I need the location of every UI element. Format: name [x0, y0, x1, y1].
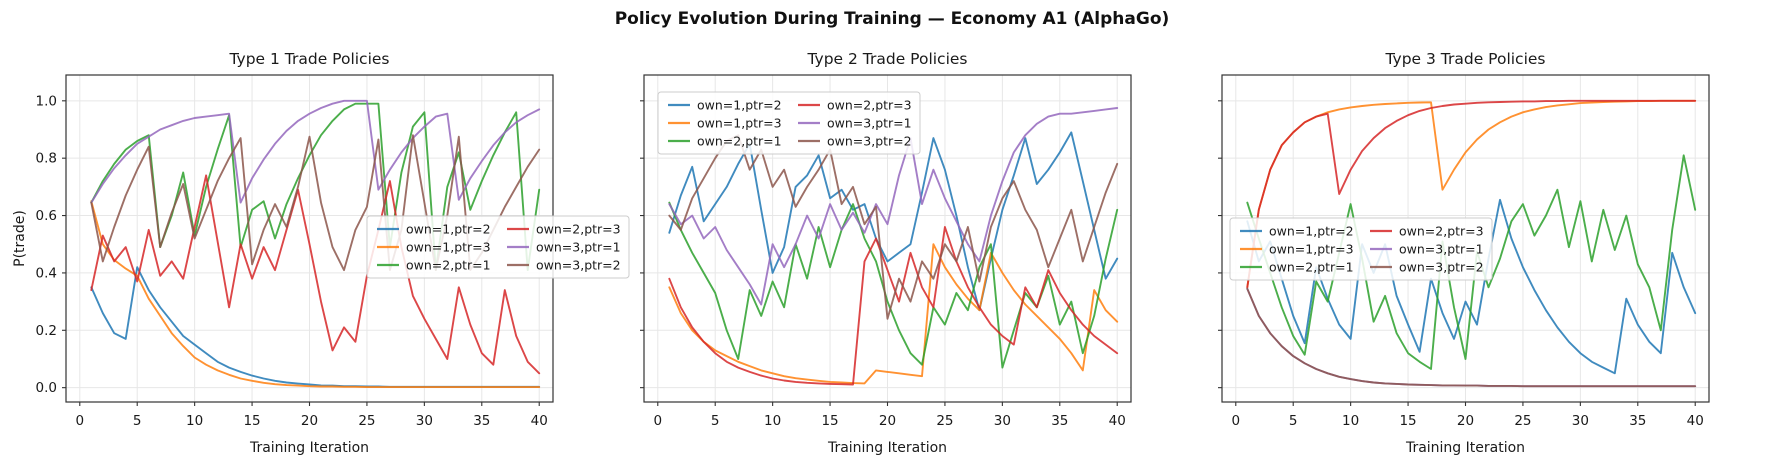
legend-label: own=3,ptr=2	[536, 258, 621, 273]
subplot-title: Type 2 Trade Policies	[806, 50, 967, 68]
legend-box	[1229, 217, 1493, 281]
x-tick-label: 35	[1629, 413, 1646, 429]
subplot-title: Type 1 Trade Policies	[228, 50, 389, 68]
x-tick-label: 25	[1514, 413, 1531, 429]
y-axis-label: P(trade)	[12, 210, 28, 267]
legend-label: own=2,ptr=3	[536, 222, 621, 237]
y-tick-label: 1.0	[36, 93, 57, 109]
legend-label: own=1,ptr=3	[697, 116, 782, 131]
legend: own=1,ptr=2 own=1,ptr=3 own=2,ptr=1 own=2,p…	[366, 215, 630, 279]
legend-label: own=3,ptr=2	[1399, 260, 1484, 275]
legend-box	[657, 91, 921, 155]
x-tick-label: 30	[1572, 413, 1589, 429]
x-tick-label: 0	[75, 413, 84, 429]
x-tick-label: 35	[1051, 413, 1068, 429]
legend-label: own=2,ptr=3	[1399, 224, 1484, 239]
x-tick-label: 0	[1231, 413, 1240, 429]
legend-label: own=2,ptr=1	[1269, 260, 1354, 275]
x-tick-label: 0	[653, 413, 662, 429]
x-tick-label: 40	[531, 413, 548, 429]
x-tick-label: 30	[994, 413, 1011, 429]
subplot-2: 0 5 10 15 20 25 30 35 40 Type 2 Trade Policies Tra…	[640, 50, 1132, 456]
series-line-own-3-ptr-2	[90, 134, 541, 272]
x-tick-label: 15	[243, 413, 260, 429]
x-axis-label: Training Iteration	[1405, 440, 1525, 456]
x-tick-label: 10	[186, 413, 203, 429]
x-tick-label: 5	[1289, 413, 1298, 429]
legend-label: own=1,ptr=3	[406, 240, 491, 255]
legend-label: own=1,ptr=2	[1269, 224, 1354, 239]
legend-label: own=1,ptr=2	[697, 98, 782, 113]
x-tick-label: 20	[301, 413, 318, 429]
series-line-own-3-ptr-2	[1246, 287, 1697, 388]
series-line-own-3-ptr-1	[90, 99, 541, 204]
subplot-3: 0 5 10 15 20 25 30 35 40 Type 3 Trade Policies Tra…	[1218, 50, 1710, 456]
legend-box	[366, 215, 630, 279]
legend: own=1,ptr=2 own=1,ptr=3 own=2,ptr=1 own=2,p…	[1229, 217, 1493, 281]
series-line-own-2-ptr-3	[1246, 99, 1697, 289]
y-tick-label: 0.2	[36, 323, 57, 339]
x-tick-label: 10	[1342, 413, 1359, 429]
legend-label: own=3,ptr=1	[827, 116, 912, 131]
x-tick-label: 40	[1109, 413, 1126, 429]
legend-label: own=1,ptr=3	[1269, 242, 1354, 257]
x-tick-label: 5	[711, 413, 720, 429]
subplot-1: 0 5 10 15 20 25 30 35 40 0.0 0.2 0.4 0.6 0.8 1.0 Type 1…	[12, 50, 630, 456]
x-tick-label: 20	[879, 413, 896, 429]
series-line-own-3-ptr-2	[668, 134, 1119, 320]
series-line-own-2-ptr-1	[1246, 154, 1697, 370]
x-tick-label: 15	[1399, 413, 1416, 429]
series-line-own-3-ptr-1	[668, 107, 1119, 306]
x-tick-label: 15	[821, 413, 838, 429]
legend-label: own=1,ptr=2	[406, 222, 491, 237]
series-line-own-1-ptr-3	[90, 200, 541, 389]
y-tick-label: 0.8	[36, 151, 57, 167]
legend-label: own=2,ptr=3	[827, 98, 912, 113]
x-tick-label: 25	[936, 413, 953, 429]
y-tick-label: 0.0	[36, 380, 57, 396]
legend-label: own=3,ptr=1	[536, 240, 621, 255]
y-tick-label: 0.4	[36, 265, 57, 281]
legend: own=1,ptr=2 own=1,ptr=3 own=2,ptr=1 own=2,p…	[657, 91, 921, 155]
x-axis-label: Training Iteration	[827, 440, 947, 456]
series-line-own-1-ptr-3	[668, 243, 1119, 385]
x-tick-label: 20	[1457, 413, 1474, 429]
y-tick-label: 0.6	[36, 208, 57, 224]
legend-label: own=3,ptr=2	[827, 134, 912, 149]
series-line-own-2-ptr-3	[668, 226, 1119, 386]
legend-label: own=2,ptr=1	[406, 258, 491, 273]
legend-label: own=3,ptr=1	[1399, 242, 1484, 257]
x-tick-label: 40	[1687, 413, 1704, 429]
gridlines	[1222, 75, 1709, 402]
figure-title: Policy Evolution During Training — Econo…	[614, 9, 1170, 29]
x-tick-label: 30	[416, 413, 433, 429]
legend-label: own=2,ptr=1	[697, 134, 782, 149]
x-tick-label: 35	[473, 413, 490, 429]
x-tick-label: 10	[764, 413, 781, 429]
x-tick-label: 5	[133, 413, 142, 429]
series-line-own-2-ptr-3	[90, 174, 541, 375]
subplot-title: Type 3 Trade Policies	[1384, 50, 1545, 68]
x-axis-label: Training Iteration	[249, 440, 369, 456]
x-tick-label: 25	[358, 413, 375, 429]
